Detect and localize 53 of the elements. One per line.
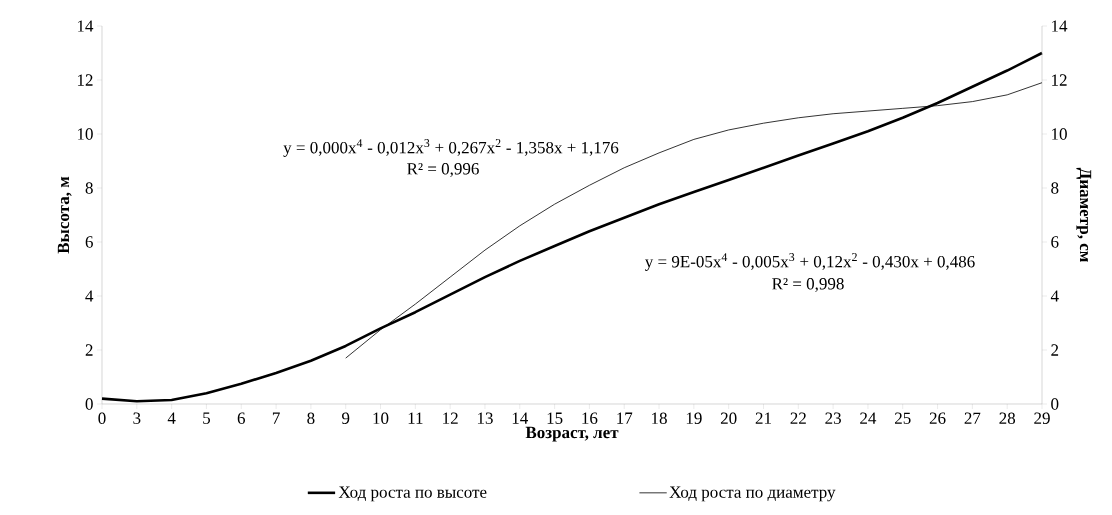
x-tick-label: 29 — [1034, 412, 1050, 424]
y2-tick-label: 10 — [1052, 128, 1067, 140]
x-tick-label: 8 — [307, 412, 315, 425]
y-tick-label: 10 — [77, 128, 93, 140]
y2-tick-label: 0 — [1051, 398, 1059, 410]
x-tick-label: 7 — [272, 412, 280, 424]
y-tick-label: 0 — [85, 398, 93, 410]
x-tick-label: 10 — [373, 412, 389, 425]
x-tick-label: 24 — [860, 412, 877, 424]
x-tick-label: 25 — [895, 412, 911, 424]
x-tick-label: 18 — [652, 412, 667, 425]
x-tick-label: 16 — [582, 412, 598, 424]
x-tick-label: 20 — [720, 412, 737, 425]
x-tick-label: 14 — [512, 412, 529, 424]
legend-label: Ход роста по диаметру — [669, 486, 836, 502]
y-tick-label: 8 — [85, 182, 93, 194]
y2-tick-label: 12 — [1052, 74, 1067, 86]
annotation: R² = 0,998 — [772, 278, 844, 292]
y2-tick-label: 8 — [1051, 182, 1059, 194]
x-tick-label: 0 — [98, 412, 106, 425]
y2-tick-label: 14 — [1052, 20, 1068, 32]
x-tick-label: 28 — [999, 412, 1016, 425]
x-tick-label: 6 — [237, 412, 246, 424]
x-tick-label: 27 — [964, 412, 981, 424]
y-axis-title: Высота, м — [57, 176, 72, 254]
y-tick-label: 2 — [85, 344, 93, 356]
x-tick-label: 13 — [477, 412, 493, 424]
x-tick-label: 17 — [617, 412, 633, 424]
y2-axis-title: Диаметр, см — [1076, 167, 1092, 262]
x-axis-title: Возраст, лет — [525, 426, 619, 442]
x-tick-label: 15 — [547, 412, 563, 424]
y-tick-label: 4 — [85, 290, 94, 302]
x-tick-label: 3 — [133, 412, 141, 424]
x-tick-label: 5 — [203, 412, 211, 424]
annotation: y = 9E-05x$^{4}$ - 0,005x$^{3}$ + 0,12x$^{2}$ - 0,430x + 0,486 — [644, 253, 975, 271]
x-tick-label: 21 — [755, 412, 771, 424]
legend-label: Ход роста по высоте — [338, 486, 487, 502]
x-tick-label: 12 — [443, 412, 458, 424]
x-tick-label: 23 — [825, 412, 841, 424]
y-tick-label: 6 — [85, 236, 93, 248]
y-tick-label: 12 — [77, 74, 93, 86]
annotation: R² = 0,996 — [407, 163, 479, 177]
x-tick-label: 9 — [342, 412, 350, 424]
annotation: y = 0,000x$^{4}$ - 0,012x$^{3}$ + 0,267x$^{2}$ - 1,358x + 1,176 — [283, 139, 619, 157]
x-tick-label: 19 — [686, 412, 702, 424]
x-tick-label: 11 — [408, 412, 423, 424]
x-tick-label: 26 — [929, 412, 946, 424]
y2-tick-label: 4 — [1050, 290, 1059, 302]
y2-tick-label: 2 — [1051, 344, 1059, 356]
y-tick-label: 14 — [77, 20, 94, 32]
x-tick-label: 22 — [790, 412, 806, 424]
y2-tick-label: 6 — [1051, 236, 1059, 248]
x-tick-label: 4 — [167, 412, 176, 424]
